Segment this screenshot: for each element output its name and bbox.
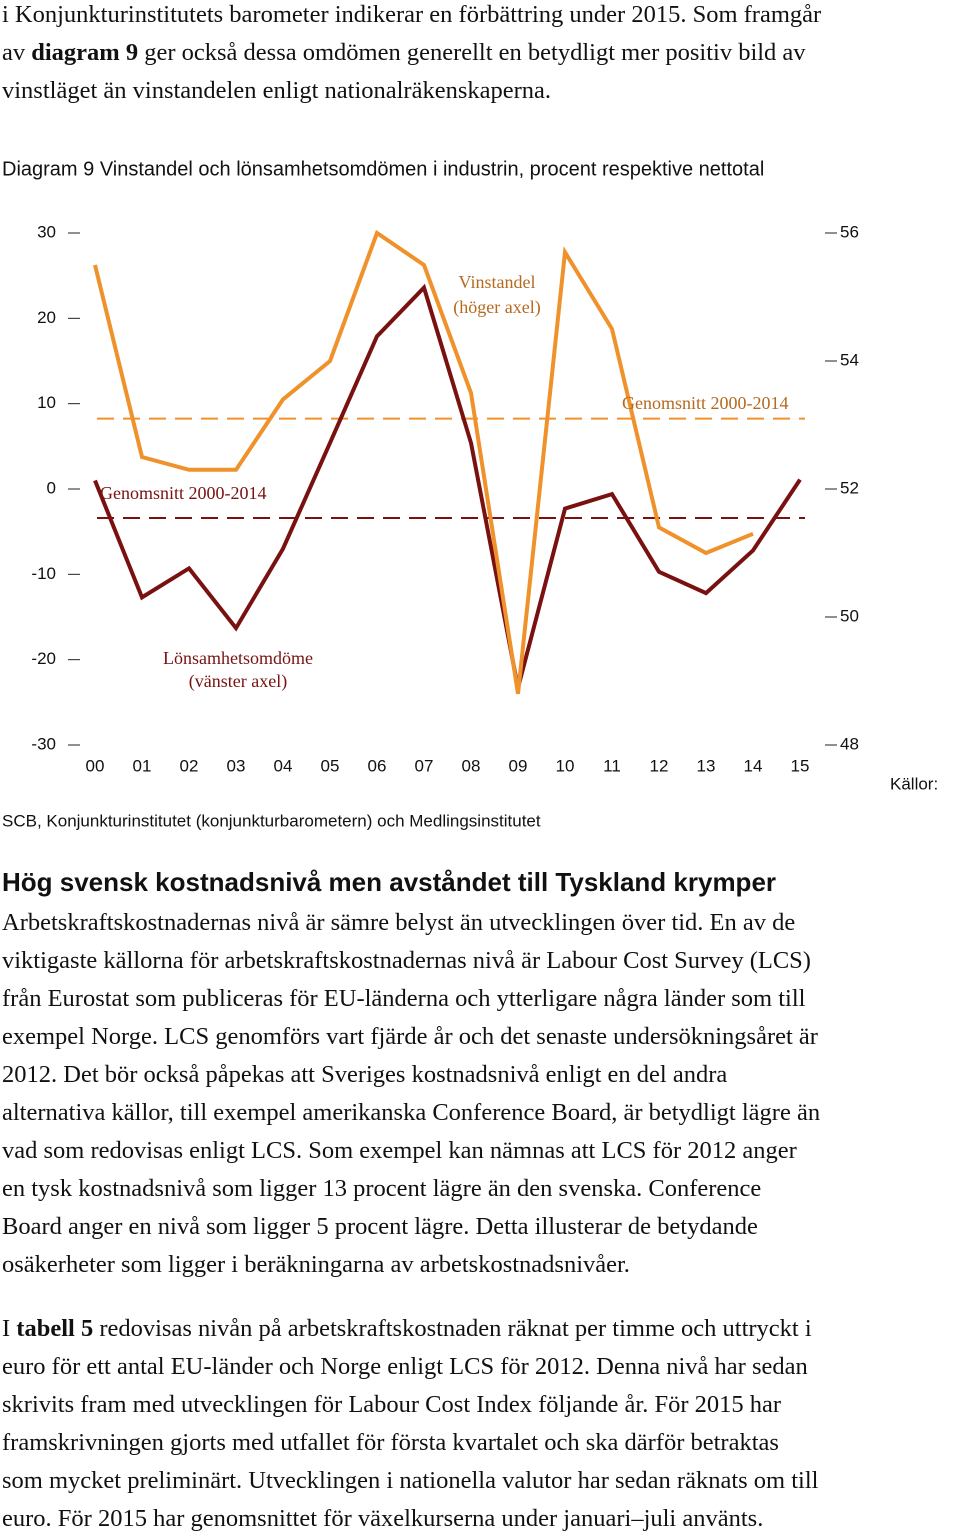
text-run: osäkerheter som ligger i beräkningarna a… — [2, 1251, 630, 1278]
y-tick-label: 10 — [37, 393, 56, 412]
chart: Diagram 9 Vinstandel och lönsamhetsomdöm… — [2, 158, 938, 830]
text-run: euro. För 2015 har genomsnittet för växe… — [2, 1505, 764, 1532]
y2-tick-label: 54 — [840, 350, 859, 369]
text-run: av — [2, 39, 32, 66]
x-tick-label: 08 — [462, 756, 481, 775]
text-run: diagram 9 — [31, 39, 139, 66]
intro-line: vinstläget än vinstandelen enligt nation… — [2, 76, 551, 106]
source-label: Källor: — [890, 774, 938, 793]
chart-title: Diagram 9 Vinstandel och lönsamhetsomdöm… — [2, 158, 764, 180]
text-run: euro för ett antal EU-länder och Norge e… — [2, 1353, 808, 1380]
y-tick-label: -10 — [31, 564, 56, 583]
x-tick-label: 07 — [415, 756, 434, 775]
series-label: Lönsamhetsomdöme — [163, 648, 313, 668]
text-run: som mycket preliminärt. Utvecklingen i n… — [2, 1467, 819, 1494]
x-tick-label: 11 — [603, 756, 621, 775]
text-run: tabell 5 — [16, 1315, 94, 1342]
paragraph-line: euro. För 2015 har genomsnittet för växe… — [2, 1504, 763, 1534]
x-tick-label: 09 — [509, 756, 528, 775]
x-tick-label: 14 — [744, 756, 763, 775]
x-tick-label: 04 — [274, 756, 293, 775]
series-label: Vinstandel — [459, 272, 536, 292]
text-run: vinstläget än vinstandelen enligt nation… — [2, 77, 552, 104]
average-label: Genomsnitt 2000-2014 — [100, 483, 267, 503]
paragraph-line: exempel Norge. LCS genomförs vart fjärde… — [2, 1022, 818, 1052]
text-run: ger också dessa omdömen generellt en bet… — [138, 39, 806, 66]
paragraph-line: euro för ett antal EU-länder och Norge e… — [2, 1352, 808, 1382]
paragraph-line: en tysk kostnadsnivå som ligger 13 proce… — [2, 1174, 761, 1204]
paragraph-line: alternativa källor, till exempel amerika… — [2, 1098, 820, 1128]
y2-tick-label: 50 — [840, 606, 859, 625]
x-tick-label: 15 — [791, 756, 810, 775]
text-run: 2012. Det bör också påpekas att Sveriges… — [2, 1061, 728, 1088]
text-run: framskrivningen gjorts med utfallet för … — [2, 1429, 779, 1456]
x-tick-label: 12 — [650, 756, 669, 775]
paragraph-line: vad som redovisas enligt LCS. Som exempe… — [2, 1136, 797, 1166]
paragraph-line: 2012. Det bör också påpekas att Sveriges… — [2, 1060, 727, 1090]
paragraph-line: viktigaste källorna för arbetskraftskost… — [2, 946, 811, 976]
y-tick-label: 20 — [37, 308, 56, 327]
text-run: exempel Norge. LCS genomförs vart fjärde… — [2, 1023, 818, 1050]
series-note: (höger axel) — [453, 297, 540, 318]
x-tick-label: 13 — [697, 756, 716, 775]
paragraph-line: framskrivningen gjorts med utfallet för … — [2, 1428, 779, 1458]
series-line — [93, 283, 802, 689]
section-heading: Hög svensk kostnadsnivå men avståndet ti… — [2, 867, 777, 897]
text-run: från Eurostat som publiceras för EU-länd… — [2, 985, 806, 1012]
y-tick-label: 30 — [37, 222, 56, 241]
y2-tick-label: 56 — [840, 222, 859, 241]
x-tick-label: 10 — [556, 756, 575, 775]
text-run: en tysk kostnadsnivå som ligger 13 proce… — [2, 1175, 762, 1202]
x-tick-label: 00 — [86, 756, 105, 775]
paragraph-line: Board anger en nivå som ligger 5 procent… — [2, 1212, 758, 1242]
text-run: vad som redovisas enligt LCS. Som exempe… — [2, 1137, 797, 1164]
paragraph-line: som mycket preliminärt. Utvecklingen i n… — [2, 1466, 818, 1496]
text-run: i Konjunkturinstitutets barometer indike… — [2, 1, 822, 28]
paragraph-line: osäkerheter som ligger i beräkningarna a… — [2, 1250, 630, 1280]
y2-tick-label: 48 — [840, 734, 859, 753]
x-tick-label: 05 — [321, 756, 340, 775]
x-tick-label: 01 — [133, 756, 152, 775]
average-label: Genomsnitt 2000-2014 — [622, 393, 789, 413]
y2-tick-label: 52 — [840, 478, 859, 497]
paragraph-line: från Eurostat som publiceras för EU-länd… — [2, 984, 805, 1014]
source: SCB, Konjunkturinstitutet (konjunkturbar… — [2, 811, 541, 830]
y-tick-label: -30 — [31, 734, 56, 753]
intro-line: i Konjunkturinstitutets barometer indike… — [2, 0, 821, 30]
text-run: redovisas nivån på arbetskraftskostnaden… — [93, 1315, 812, 1342]
text-run: Arbetskraftskostnadernas nivå är sämre b… — [2, 909, 796, 936]
series-note: (vänster axel) — [189, 671, 287, 692]
paragraph-line: I tabell 5 redovisas nivån på arbetskraf… — [2, 1314, 812, 1344]
text-run: Board anger en nivå som ligger 5 procent… — [2, 1213, 758, 1240]
intro-line: av diagram 9 ger också dessa omdömen gen… — [2, 38, 806, 68]
y-tick-label: 0 — [47, 478, 56, 497]
y-tick-label: -20 — [31, 649, 56, 668]
x-tick-label: 03 — [227, 756, 246, 775]
text-run: I — [2, 1315, 17, 1342]
paragraph-line: Arbetskraftskostnadernas nivå är sämre b… — [2, 908, 795, 938]
text-run: viktigaste källorna för arbetskraftskost… — [2, 947, 811, 974]
text-run: skrivits fram med utvecklingen för Labou… — [2, 1391, 782, 1418]
series-line — [93, 229, 754, 695]
text-run: alternativa källor, till exempel amerika… — [2, 1099, 821, 1126]
x-tick-label: 02 — [180, 756, 199, 775]
paragraph-line: skrivits fram med utvecklingen för Labou… — [2, 1390, 781, 1420]
x-tick-label: 06 — [368, 756, 387, 775]
